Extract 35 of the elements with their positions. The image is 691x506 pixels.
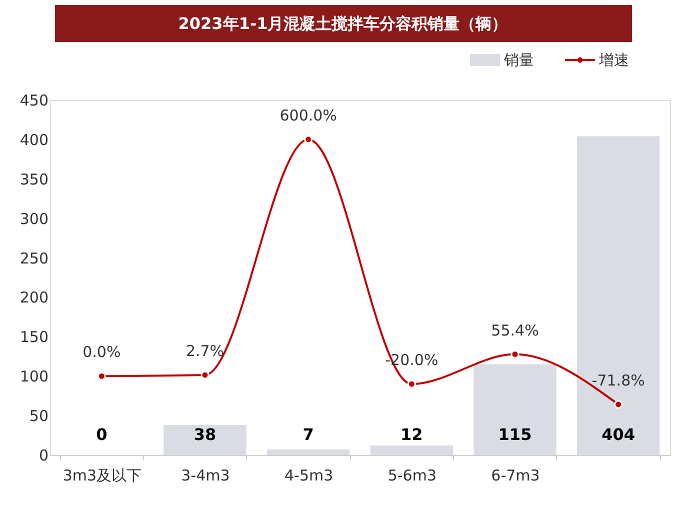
data-label: 404 [602, 425, 636, 444]
data-label: 7 [302, 425, 314, 444]
bar [370, 446, 453, 455]
y-tick-label: 0 [38, 446, 48, 464]
data-label: 2.7% [186, 342, 224, 360]
data-label: 12 [400, 425, 423, 444]
x-tick-label: 3m3及以下 [62, 466, 142, 484]
point [614, 400, 623, 409]
chart-title: 2023年1-1月混凝土搅拌车分容积销量（辆） [178, 14, 508, 33]
data-label: -71.8% [592, 371, 645, 390]
x-tick-label: 5-6m3 [388, 466, 436, 484]
legend-label: 增速 [598, 51, 629, 69]
data-label: 38 [194, 425, 216, 444]
x-tick-label: 6-7m3 [491, 466, 540, 484]
data-label: 0 [96, 425, 108, 444]
data-label: 0.0% [82, 343, 121, 362]
bar [164, 425, 246, 455]
x-tick-label: 4-5m3 [284, 466, 334, 484]
x-tick-label: 3-4m3 [181, 466, 230, 484]
y-tick-label: 400 [20, 130, 48, 149]
y-tick-label: 200 [20, 288, 48, 307]
y-tick-label: 350 [20, 170, 48, 188]
bar [267, 449, 350, 455]
bar [577, 136, 660, 455]
y-tick-label: 300 [20, 210, 48, 228]
y-tick-label: 150 [20, 328, 48, 346]
data-label: 600.0% [280, 106, 337, 124]
y-tick-label: 250 [20, 249, 48, 268]
data-label: 115 [498, 425, 532, 444]
y-tick-label: 450 [20, 92, 48, 110]
y-tick-label: 50 [29, 407, 48, 426]
y-tick-label: 100 [20, 368, 48, 386]
bar [474, 364, 556, 455]
data-label: 55.4% [491, 321, 539, 340]
legend-label: 销量 [503, 51, 534, 69]
